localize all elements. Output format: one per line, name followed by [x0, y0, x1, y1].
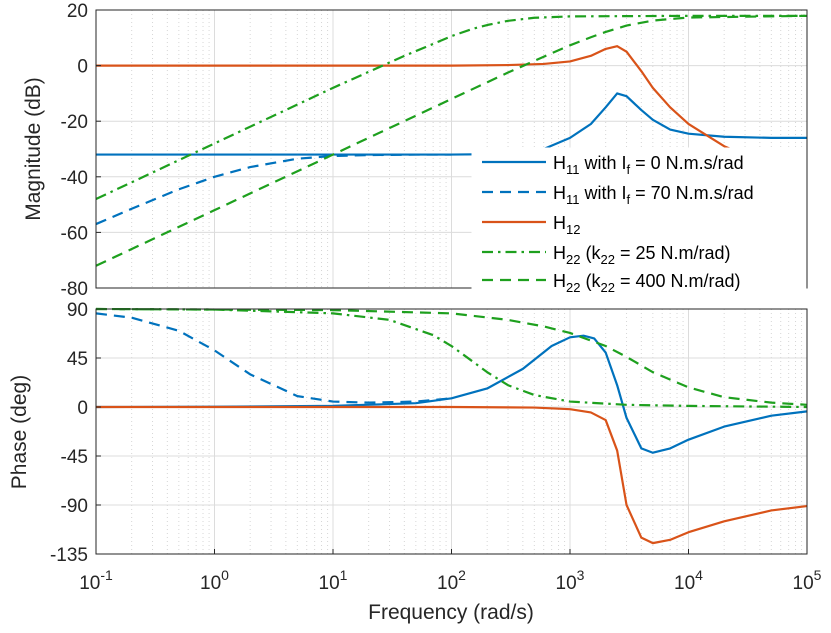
- frequency-tick-label: 103: [556, 567, 585, 594]
- phase-line-h11_if70: [95, 312, 452, 404]
- frequency-tick-label: 101: [319, 567, 348, 594]
- phase-ytick-label: -45: [61, 447, 88, 468]
- frequency-tick-label: 102: [437, 567, 466, 594]
- phase-line-h12: [96, 405, 808, 545]
- magnitude-line-h22_k25: [95, 14, 807, 201]
- phase-ytick-label: 0: [77, 398, 88, 419]
- magnitude-ytick-label: -20: [61, 112, 88, 133]
- frequency-tick-label: 10-1: [79, 567, 113, 594]
- frequency-tick-label: 105: [793, 567, 822, 594]
- legend-label-h22_k400: H22 (k22 = 400 N.m/rad): [553, 271, 741, 295]
- phase-ytick-label: -135: [50, 545, 88, 566]
- phase-line-h22_k400: [95, 307, 808, 406]
- magnitude-line-h11_if70: [95, 153, 452, 226]
- magnitude-axis-title: Magnitude (dB): [22, 77, 45, 221]
- phase-ticks: 90 45 0 -45 -90 -135: [50, 300, 101, 566]
- magnitude-ytick-label: 20: [67, 1, 88, 22]
- legend: H11 with If = 0 N.m.s/rad H11 with If = 7…: [471, 147, 807, 295]
- phase-ytick-label: -90: [61, 496, 88, 517]
- frequency-axis-title: Frequency (rad/s): [368, 601, 534, 624]
- magnitude-ticks: 20 0 -20 -40 -60 -80: [61, 1, 101, 300]
- legend-box: [471, 147, 807, 290]
- frequency-tick-labels: 10-1 100 101 102 103 104 105: [79, 549, 822, 594]
- legend-label-h11_if0: H11 with If = 0 N.m.s/rad: [553, 153, 744, 177]
- magnitude-ytick-label: 0: [77, 57, 88, 78]
- phase-ytick-label: 90: [67, 300, 88, 321]
- magnitude-line-h22_k400: [95, 14, 808, 267]
- magnitude-plot: 20 0 -20 -40 -60 -80 Magnitude (dB) H11 with …: [22, 1, 808, 300]
- phase-ytick-label: 45: [67, 349, 88, 370]
- magnitude-axes-box: [95, 9, 808, 289]
- phase-series: [95, 307, 808, 545]
- legend-label-h11_if70: H11 with If = 70 N.m.s/rad: [553, 183, 754, 207]
- legend-label-h12: H12: [553, 213, 580, 237]
- legend-label-h22_k25: H22 (k22 = 25 N.m/rad): [553, 243, 730, 267]
- magnitude-ytick-label: -60: [61, 223, 88, 244]
- phase-line-h22_k25: [95, 307, 808, 409]
- frequency-tick-label: 104: [674, 567, 703, 594]
- phase-axis-title: Phase (deg): [8, 375, 31, 489]
- magnitude-series: [95, 14, 808, 267]
- frequency-tick-label: 100: [200, 567, 229, 594]
- magnitude-ytick-label: -80: [61, 279, 88, 300]
- magnitude-ytick-label: -40: [61, 168, 88, 189]
